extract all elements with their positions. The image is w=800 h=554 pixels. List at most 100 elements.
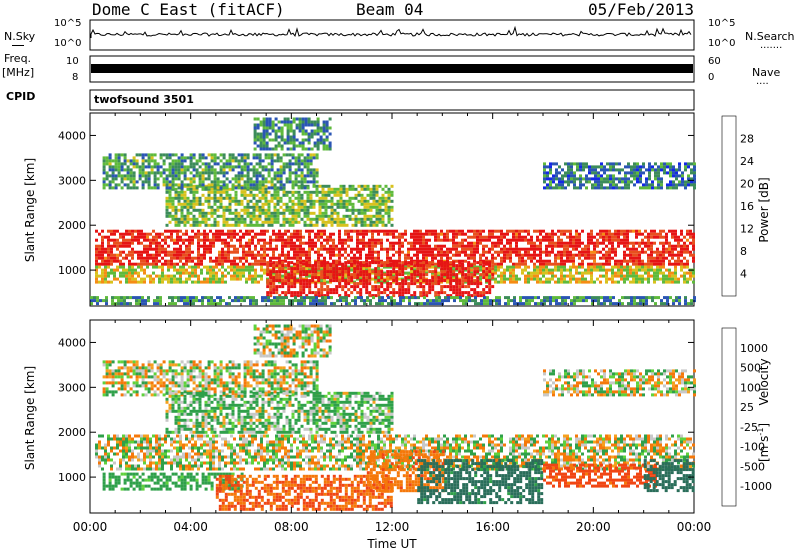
power-cell	[233, 265, 236, 269]
power-cell	[267, 208, 271, 212]
power-cell	[416, 267, 420, 271]
power-cell	[180, 165, 184, 169]
power-cell	[324, 223, 328, 227]
power-cell	[653, 256, 656, 260]
power-cell	[545, 262, 548, 266]
power-cell	[542, 271, 545, 275]
power-cell	[242, 262, 245, 266]
power-cell	[654, 174, 657, 178]
power-cell	[590, 250, 593, 254]
power-cell	[198, 165, 202, 169]
power-cell	[654, 177, 657, 181]
power-cell	[257, 259, 260, 263]
power-cell	[446, 273, 450, 277]
power-cell	[518, 238, 521, 242]
power-cell	[123, 177, 127, 181]
power-cell	[443, 279, 447, 283]
power-cell	[222, 156, 226, 160]
power-cell	[210, 156, 214, 160]
power-cell	[282, 214, 286, 218]
power-cell	[289, 123, 293, 127]
power-cell	[308, 229, 311, 233]
power-cell	[605, 280, 608, 284]
power-cell	[524, 262, 527, 266]
power-cell	[284, 276, 288, 280]
power-cell	[134, 271, 137, 275]
power-cell	[555, 174, 558, 178]
power-cell	[611, 268, 614, 272]
power-cell	[231, 196, 235, 200]
power-cell	[344, 285, 348, 289]
power-cell	[126, 177, 130, 181]
power-cell	[116, 247, 119, 251]
power-cell	[183, 177, 187, 181]
power-cell	[626, 241, 629, 245]
power-cell	[387, 196, 391, 200]
power-cell	[683, 271, 686, 275]
power-cell	[605, 268, 608, 272]
power-cell	[197, 229, 200, 233]
power-cell	[326, 238, 329, 242]
power-cell	[678, 162, 681, 166]
power-cell	[294, 162, 298, 166]
power-cell	[174, 174, 178, 178]
power-cell	[201, 202, 205, 206]
power-cell	[494, 229, 497, 233]
power-cell	[236, 250, 239, 254]
power-cell	[168, 205, 172, 209]
power-cell	[116, 241, 119, 245]
power-cell	[233, 268, 236, 272]
power-cell	[264, 199, 268, 203]
power-cell	[632, 253, 635, 257]
power-cell	[150, 156, 154, 160]
power-cell	[563, 244, 566, 248]
power-cell	[623, 268, 626, 272]
power-cell	[632, 268, 635, 272]
power-cell	[207, 217, 211, 221]
power-cell	[320, 229, 323, 233]
power-cell	[446, 232, 449, 236]
power-cell	[470, 229, 473, 233]
power-cell	[192, 223, 196, 227]
power-cell	[356, 244, 359, 248]
power-cell	[644, 271, 647, 275]
power-cell	[132, 159, 136, 163]
power-cell	[198, 183, 202, 187]
power-cell	[410, 261, 414, 265]
power-cell	[248, 268, 251, 272]
power-cell	[227, 250, 230, 254]
power-cell	[191, 235, 194, 239]
power-cell	[566, 256, 569, 260]
power-cell	[395, 291, 399, 295]
power-cell	[476, 267, 480, 271]
power-cell	[428, 270, 432, 274]
power-cell	[158, 232, 161, 236]
power-cell	[281, 250, 284, 254]
power-cell	[251, 265, 254, 269]
power-cell	[657, 171, 660, 175]
power-cell	[207, 171, 211, 175]
power-cell	[192, 153, 196, 157]
power-cell	[152, 256, 155, 260]
power-cell	[536, 247, 539, 251]
power-cell	[135, 180, 139, 184]
power-cell	[107, 271, 110, 275]
power-cell	[284, 232, 287, 236]
power-cell	[167, 277, 170, 281]
power-cell	[572, 253, 575, 257]
power-cell	[567, 177, 570, 181]
power-cell	[407, 271, 410, 275]
power-cell	[461, 270, 465, 274]
power-cell	[233, 262, 236, 266]
power-cell	[615, 162, 618, 166]
power-cell	[354, 187, 358, 191]
power-cell	[479, 273, 483, 277]
power-cell	[638, 277, 641, 281]
power-cell	[308, 279, 312, 283]
power-cell	[171, 214, 175, 218]
power-cell	[626, 271, 629, 275]
power-cell	[230, 277, 233, 281]
power-cell	[641, 277, 644, 281]
power-cell	[639, 177, 642, 181]
power-cell	[368, 261, 372, 265]
